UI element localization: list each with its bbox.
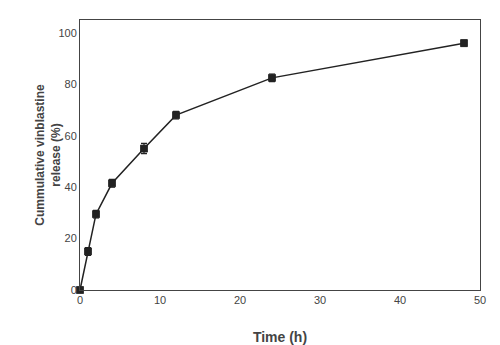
svg-text:30: 30 xyxy=(314,294,326,306)
svg-text:60: 60 xyxy=(65,130,77,142)
svg-text:100: 100 xyxy=(58,27,76,39)
svg-text:0: 0 xyxy=(77,294,83,306)
svg-text:20: 20 xyxy=(65,232,77,244)
svg-text:80: 80 xyxy=(65,78,77,90)
svg-text:40: 40 xyxy=(394,294,406,306)
svg-text:Time (h): Time (h) xyxy=(253,329,307,345)
svg-text:40: 40 xyxy=(65,181,77,193)
svg-text:Cummulative vinblastinerelease: Cummulative vinblastinerelease (%) xyxy=(33,84,63,226)
svg-text:20: 20 xyxy=(234,294,246,306)
svg-text:0: 0 xyxy=(71,284,77,296)
svg-text:50: 50 xyxy=(474,294,486,306)
svg-text:10: 10 xyxy=(154,294,166,306)
